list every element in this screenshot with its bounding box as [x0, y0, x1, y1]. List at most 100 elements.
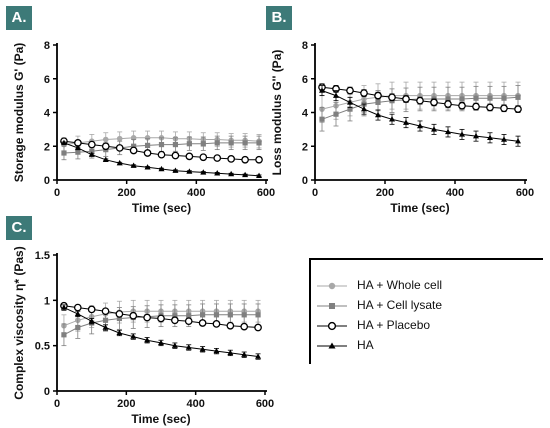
- data-point: [333, 92, 339, 98]
- data-point: [115, 144, 124, 152]
- triangle-marker-icon: [317, 342, 347, 349]
- panel-tag-a: A.: [6, 6, 32, 30]
- open-circle-marker-icon: [317, 321, 347, 331]
- panel-tag-b: B.: [266, 6, 292, 30]
- data-point: [213, 347, 220, 354]
- data-point: [158, 165, 165, 172]
- data-point: [129, 311, 138, 320]
- y-axis-label: Storage modulus G' (Pa): [12, 43, 26, 183]
- data-point: [347, 99, 353, 105]
- data-point: [116, 159, 123, 166]
- y-tick-label: 0: [302, 175, 308, 187]
- circle-marker-icon: [317, 282, 347, 290]
- data-point: [144, 135, 151, 141]
- data-point: [185, 344, 192, 350]
- data-point: [228, 140, 234, 146]
- data-point: [514, 105, 522, 113]
- data-point: [75, 149, 81, 155]
- data-point: [88, 151, 95, 157]
- x-tick-label: 600: [516, 187, 534, 199]
- data-point: [184, 317, 193, 326]
- series-ha: [60, 139, 263, 178]
- data-point: [130, 333, 137, 339]
- x-tick-label: 400: [187, 187, 205, 199]
- data-point: [87, 140, 96, 149]
- data-point: [458, 101, 466, 110]
- data-point: [116, 135, 123, 142]
- y-axis-label: Loss modulus G'' (Pa): [270, 50, 284, 176]
- data-point: [101, 142, 110, 151]
- y-tick-label: 0.5: [35, 341, 50, 353]
- data-point: [171, 342, 178, 348]
- data-point: [213, 312, 220, 318]
- data-point: [214, 140, 220, 146]
- data-point: [416, 96, 424, 105]
- x-tick-label: 0: [54, 398, 60, 410]
- x-tick-label: 0: [54, 187, 60, 199]
- y-tick-label: 0: [44, 386, 50, 398]
- data-point: [185, 152, 194, 161]
- data-point: [256, 140, 262, 146]
- data-point: [102, 136, 109, 143]
- data-point: [319, 87, 325, 93]
- data-point: [89, 148, 95, 154]
- data-point: [73, 303, 82, 312]
- data-point: [389, 116, 395, 122]
- data-point: [171, 316, 179, 325]
- y-axis-label: Complex viscosity η* (Pas): [12, 246, 26, 399]
- data-point: [486, 103, 494, 112]
- data-point: [171, 151, 180, 160]
- data-point: [87, 305, 96, 314]
- legend-label: HA: [357, 338, 374, 352]
- data-point: [61, 332, 67, 338]
- data-point: [116, 315, 122, 322]
- x-tick-label: 400: [446, 187, 464, 199]
- data-point: [88, 317, 95, 324]
- data-point: [226, 321, 235, 330]
- series-ha: [60, 304, 262, 360]
- data-point: [144, 142, 151, 149]
- x-axis-label: Time (sec): [131, 412, 190, 426]
- data-point: [501, 136, 507, 142]
- data-point: [129, 146, 138, 155]
- data-point: [319, 116, 325, 122]
- legend-item-whole-cell: HA + Whole cell: [317, 276, 542, 296]
- data-point: [143, 313, 151, 322]
- data-point: [402, 95, 410, 103]
- data-point: [487, 134, 493, 141]
- data-point: [403, 119, 409, 125]
- data-point: [199, 346, 206, 352]
- x-tick-label: 400: [186, 398, 204, 410]
- data-point: [473, 132, 479, 139]
- y-tick-label: 0: [44, 175, 50, 187]
- data-point: [74, 310, 81, 317]
- data-point: [255, 353, 262, 359]
- x-tick-label: 0: [312, 187, 318, 199]
- legend: HA + Whole cell HA + Cell lysate HA + Pl…: [309, 258, 543, 364]
- data-point: [186, 313, 192, 319]
- data-point: [158, 339, 164, 346]
- data-point: [212, 320, 221, 328]
- data-point: [255, 155, 263, 164]
- data-point: [472, 102, 480, 111]
- legend-item-cell-lysate: HA + Cell lysate: [317, 296, 542, 316]
- y-tick-label: 4: [302, 108, 309, 120]
- data-point: [199, 153, 208, 162]
- data-point: [143, 149, 152, 157]
- data-point: [241, 351, 248, 357]
- series-ha: [319, 85, 521, 147]
- data-point: [360, 89, 368, 97]
- data-point: [186, 168, 193, 174]
- y-tick-label: 8: [302, 40, 308, 52]
- data-point: [227, 349, 234, 356]
- data-point: [115, 310, 124, 318]
- y-tick-label: 1.5: [35, 250, 50, 262]
- data-point: [388, 93, 396, 102]
- data-point: [157, 150, 166, 159]
- data-point: [130, 162, 137, 168]
- data-point: [200, 312, 206, 318]
- data-point: [102, 156, 109, 162]
- data-point: [445, 96, 451, 102]
- data-point: [241, 155, 249, 164]
